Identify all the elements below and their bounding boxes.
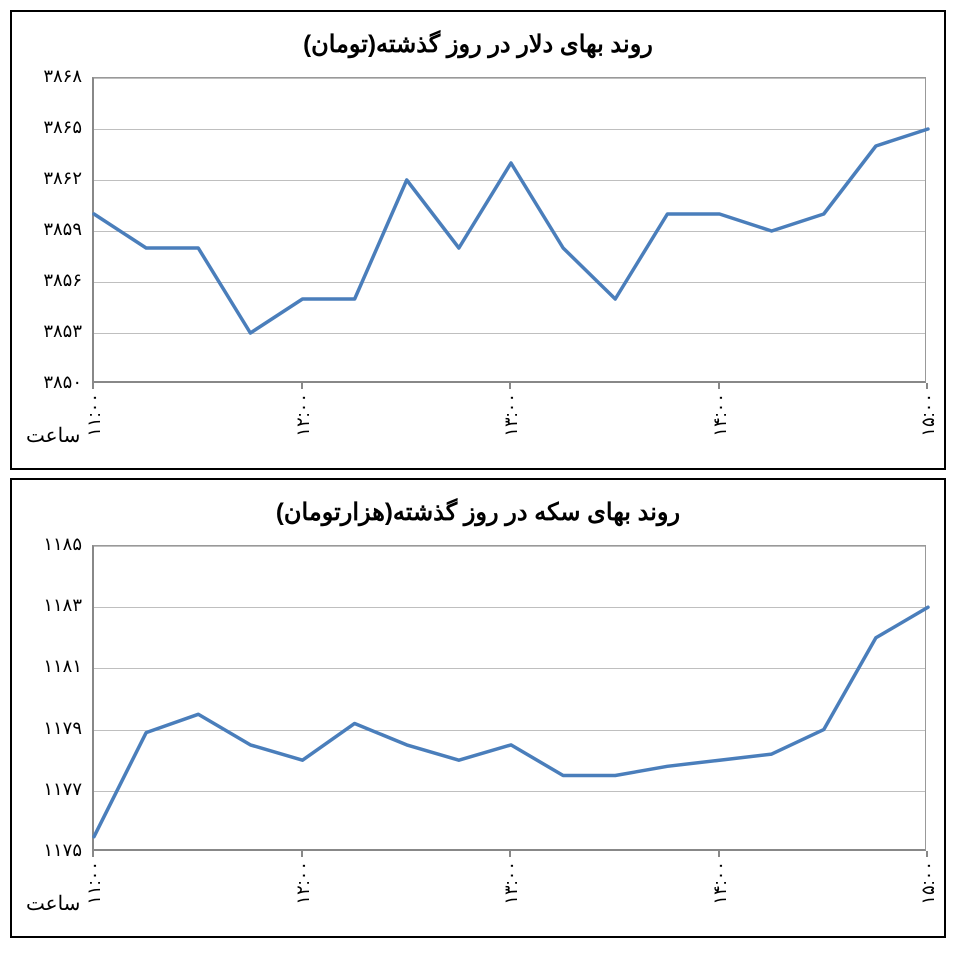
coin-chart-xtick-mark (509, 851, 511, 857)
dollar-chart-xtick-mark (92, 383, 94, 389)
dollar-chart-xtick-mark (301, 383, 303, 389)
dollar-chart-series-line (94, 129, 928, 333)
dollar-chart-xtick-label: ۱۴:۰۰ (709, 393, 731, 437)
dollar-chart-ytick-label: ۳۸۵۳ (12, 321, 82, 342)
coin-chart-ytick-label: ۱۱۸۱ (12, 656, 82, 677)
coin-chart-plot-wrap: ۱۱۷۵ ۱۱۷۷ ۱۱۷۹ ۱۱۸۱ ۱۱۸۳ ۱۱۸۵ ۱۱:۰۰ ۱۲:۰۰ ۱۳:۰۰ ۱… (12, 533, 944, 941)
dollar-chart-ytick-label: ۳۸۵۶ (12, 270, 82, 291)
dollar-chart-ytick-label: ۳۸۶۵ (12, 117, 82, 138)
dollar-chart-ytick-label: ۳۸۶۲ (12, 168, 82, 189)
dollar-chart-plot-wrap: ۳۸۵۰ ۳۸۵۳ ۳۸۵۶ ۳۸۵۹ ۳۸۶۲ ۳۸۶۵ ۳۸۶۸ ۱۱:۰۰ ۱۲:۰۰ ۱۳… (12, 65, 944, 473)
coin-chart-ytick-label: ۱۱۷۹ (12, 718, 82, 739)
dollar-chart-ytick-label: ۳۸۵۰ (12, 372, 82, 393)
coin-chart-xtick-mark (926, 851, 928, 857)
coin-chart-xtick-mark (301, 851, 303, 857)
coin-chart-ytick-label: ۱۱۷۷ (12, 779, 82, 800)
dollar-chart-xtick-label: ۱۱:۰۰ (83, 393, 105, 437)
coin-chart-xtick-label: ۱۴:۰۰ (709, 861, 731, 905)
coin-chart-xtick-label: ۱۵:۰۰ (917, 861, 939, 905)
dollar-chart-title: روند بهای دلار در روز گذشته(تومان) (12, 12, 944, 65)
coin-chart-xtick-mark (92, 851, 94, 857)
dollar-chart-plot-area (92, 77, 926, 383)
coin-chart-ytick-label: ۱۱۸۳ (12, 595, 82, 616)
coin-chart-x-axis-title: ساعت (26, 891, 80, 916)
coin-chart-xtick-label: ۱۲:۰۰ (292, 861, 314, 905)
coin-chart-xtick-label: ۱۳:۰۰ (500, 861, 522, 905)
coin-chart-xtick-mark (718, 851, 720, 857)
coin-chart-line-svg (94, 546, 928, 852)
dollar-chart-xtick-label: ۱۵:۰۰ (917, 393, 939, 437)
coin-chart-ytick-label: ۱۱۸۵ (12, 534, 82, 555)
charts-root: روند بهای دلار در روز گذشته(تومان)۳۸۵۰۳۸… (10, 10, 946, 938)
dollar-chart-xtick-mark (926, 383, 928, 389)
dollar-chart-xtick-label: ۱۲:۰۰ (292, 393, 314, 437)
dollar-chart-line-svg (94, 78, 928, 384)
coin-chart-xtick-label: ۱۱:۰۰ (83, 861, 105, 905)
dollar-chart-ytick-label: ۳۸۵۹ (12, 219, 82, 240)
dollar-chart-xtick-mark (718, 383, 720, 389)
coin-chart-plot-area (92, 545, 926, 851)
coin-chart-ytick-label: ۱۱۷۵ (12, 840, 82, 861)
coin-chart-series-line (94, 607, 928, 837)
dollar-chart-x-axis-title: ساعت (26, 423, 80, 448)
coin-chart-panel: روند بهای سکه در روز گذشته(هزارتومان)۱۱۷… (10, 478, 946, 938)
dollar-chart-xtick-label: ۱۳:۰۰ (500, 393, 522, 437)
dollar-chart-ytick-label: ۳۸۶۸ (12, 66, 82, 87)
dollar-chart-panel: روند بهای دلار در روز گذشته(تومان)۳۸۵۰۳۸… (10, 10, 946, 470)
coin-chart-title: روند بهای سکه در روز گذشته(هزارتومان) (12, 480, 944, 533)
dollar-chart-xtick-mark (509, 383, 511, 389)
